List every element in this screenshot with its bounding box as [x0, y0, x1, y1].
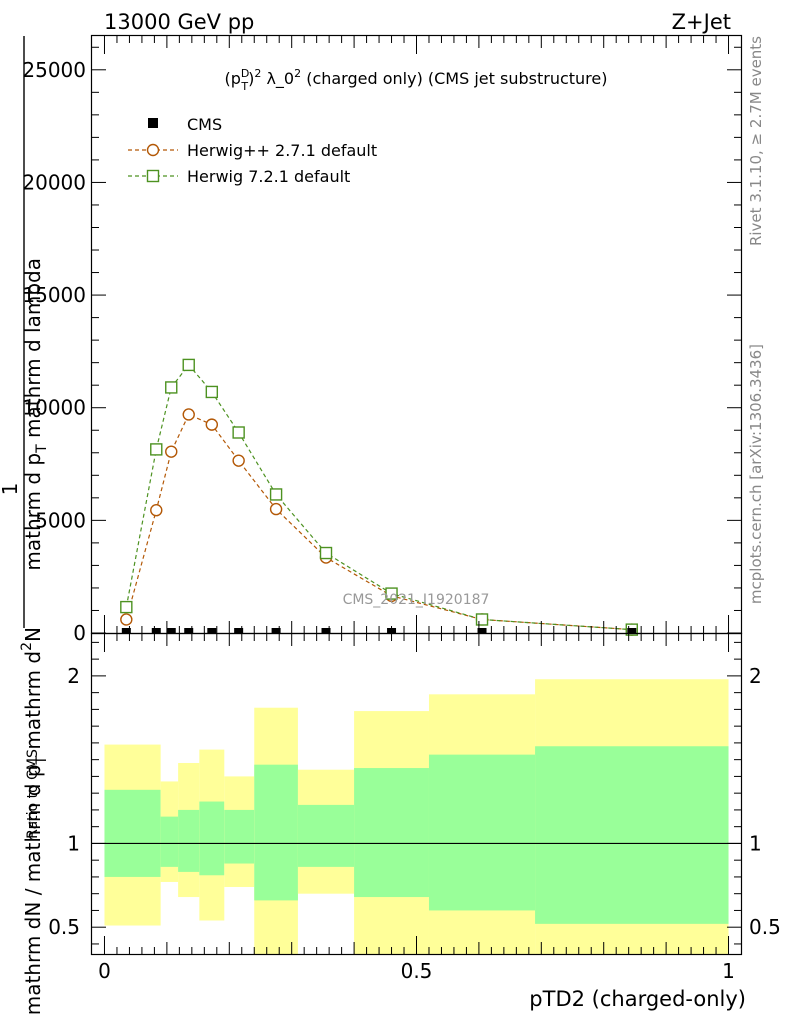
main-ytick-label-5: 25000 — [22, 58, 86, 82]
ratio-xtick-label-1: 0.5 — [401, 959, 433, 983]
ratio-xtick-label-2: 1 — [722, 959, 735, 983]
legend: CMS Herwig++ 2.7.1 default Herwig 7.2.1 … — [128, 115, 377, 186]
main-ytick-label-0: 0 — [73, 621, 86, 645]
cms-point-3 — [184, 628, 194, 634]
title-close: ) — [248, 69, 254, 88]
ratio-band-inner-7 — [354, 768, 429, 898]
title-rest: (charged only) (CMS jet substructure) — [301, 69, 607, 88]
cms-point-6 — [271, 628, 281, 634]
rivet-version-label: Rivet 3.1.10, ≥ 2.7M events — [747, 36, 765, 246]
ratio-ytick-label-right-0: 0.5 — [749, 915, 781, 939]
herwig7-point-9 — [475, 613, 489, 626]
ratio-band-inner-8 — [428, 754, 536, 911]
title-pow2: 2 — [294, 67, 301, 80]
ylabel-fraction-top: mathrm d pT mathrm d lambda — [21, 258, 50, 571]
header-left-label: 13000 GeV pp — [104, 10, 254, 34]
ylabel-fraction-numerator: mathrm dN / mathrm d pT mathrm d2N — [19, 627, 50, 1015]
ratio-bands — [92, 679, 741, 954]
title-sub: T — [240, 80, 248, 93]
herwig7-point-0 — [120, 600, 133, 614]
ylabel-numerator: 1 — [0, 483, 22, 496]
cms-point-9 — [477, 628, 487, 634]
ratio-ytick-label-left-0: 0.5 — [48, 915, 80, 939]
herwig7-point-4 — [205, 385, 219, 399]
legend-herwigpp-label: Herwig++ 2.7.1 default — [187, 141, 377, 160]
cms-point-2 — [166, 628, 176, 634]
cms-point-5 — [234, 628, 244, 634]
main-ytick-label-1: 5000 — [35, 508, 86, 532]
ratio-ytick-label-right-2: 2 — [749, 664, 762, 688]
cms-point-7 — [321, 628, 331, 634]
cms-point-4 — [207, 628, 217, 634]
x-axis-label: pTD2 (charged-only) — [529, 987, 746, 1011]
ratio-band-inner-4 — [224, 809, 255, 864]
header-right-label: Z+Jet — [672, 10, 731, 34]
legend-herwigpp-marker — [146, 143, 160, 157]
legend-cms-label: CMS — [187, 115, 222, 134]
mcplots-label: mcplots.cern.ch [arXiv:1306.3436] — [747, 344, 765, 604]
plot-title: (pD T)2 λ_02 (charged only) (CMS jet subs… — [225, 67, 608, 93]
main-ytick-label-2: 10000 — [22, 396, 86, 420]
herwig7-point-7 — [319, 546, 333, 560]
herwig7-point-6 — [269, 488, 283, 501]
ratio-xtick-label-0: 0 — [98, 959, 111, 983]
legend-cms-marker — [148, 118, 158, 128]
main-ytick-label-4: 20000 — [22, 170, 86, 194]
axes: 0 5000 10000 15000 20000 25000 0 0.5 1 0.5 0.5 1 1 2 2 — [22, 36, 781, 983]
series-herwig7-line — [125, 363, 632, 631]
cms-point-1 — [151, 628, 161, 634]
herwigpp-point-2 — [165, 445, 178, 458]
ratio-band-inner-5 — [254, 764, 298, 901]
main-y-axis-label: 1 mathrm dN / mathrm d pT mathrm d2N mat… — [0, 36, 50, 1015]
ratio-band-inner-9 — [535, 746, 729, 924]
herwig7-point-3 — [182, 358, 195, 372]
ratio-y-axis-label: Ratio to CMS — [25, 749, 41, 839]
title-sup: D — [241, 67, 249, 80]
ratio-band-inner-2 — [178, 809, 200, 872]
herwig7-point-2 — [165, 381, 178, 394]
ratio-band-inner-1 — [160, 816, 179, 867]
cms-point-0 — [121, 628, 131, 634]
ratio-band-inner-0 — [104, 789, 161, 877]
ratio-plot-frame — [90, 632, 743, 956]
ratio-ytick-label-right-1: 1 — [749, 831, 762, 855]
main-ytick-label-3: 15000 — [22, 283, 86, 307]
watermark-label: CMS_2021_I1920187 — [343, 592, 490, 608]
ratio-ytick-label-left-2: 2 — [67, 664, 80, 688]
herwigpp-point-1 — [150, 504, 163, 517]
herwig7-point-5 — [232, 426, 245, 439]
ratio-ytick-label-left-1: 1 — [67, 831, 80, 855]
title-pow: 2 — [254, 67, 261, 80]
legend-herwig7-marker — [146, 169, 160, 183]
cms-point-10 — [627, 628, 637, 634]
title-base: (p — [225, 69, 241, 88]
herwig7-point-1 — [150, 443, 163, 456]
legend-herwig7-label: Herwig 7.2.1 default — [187, 167, 350, 186]
herwigpp-point-5 — [232, 454, 245, 467]
herwigpp-point-0 — [120, 613, 133, 626]
herwigpp-point-4 — [205, 418, 219, 431]
ratio-band-inner-3 — [199, 801, 225, 876]
ratio-band-inner-6 — [297, 804, 355, 867]
herwigpp-point-6 — [269, 502, 283, 516]
herwig7-point-8 — [385, 587, 398, 600]
herwigpp-point-3 — [182, 408, 195, 421]
title-lambda: λ_0 — [261, 69, 294, 89]
